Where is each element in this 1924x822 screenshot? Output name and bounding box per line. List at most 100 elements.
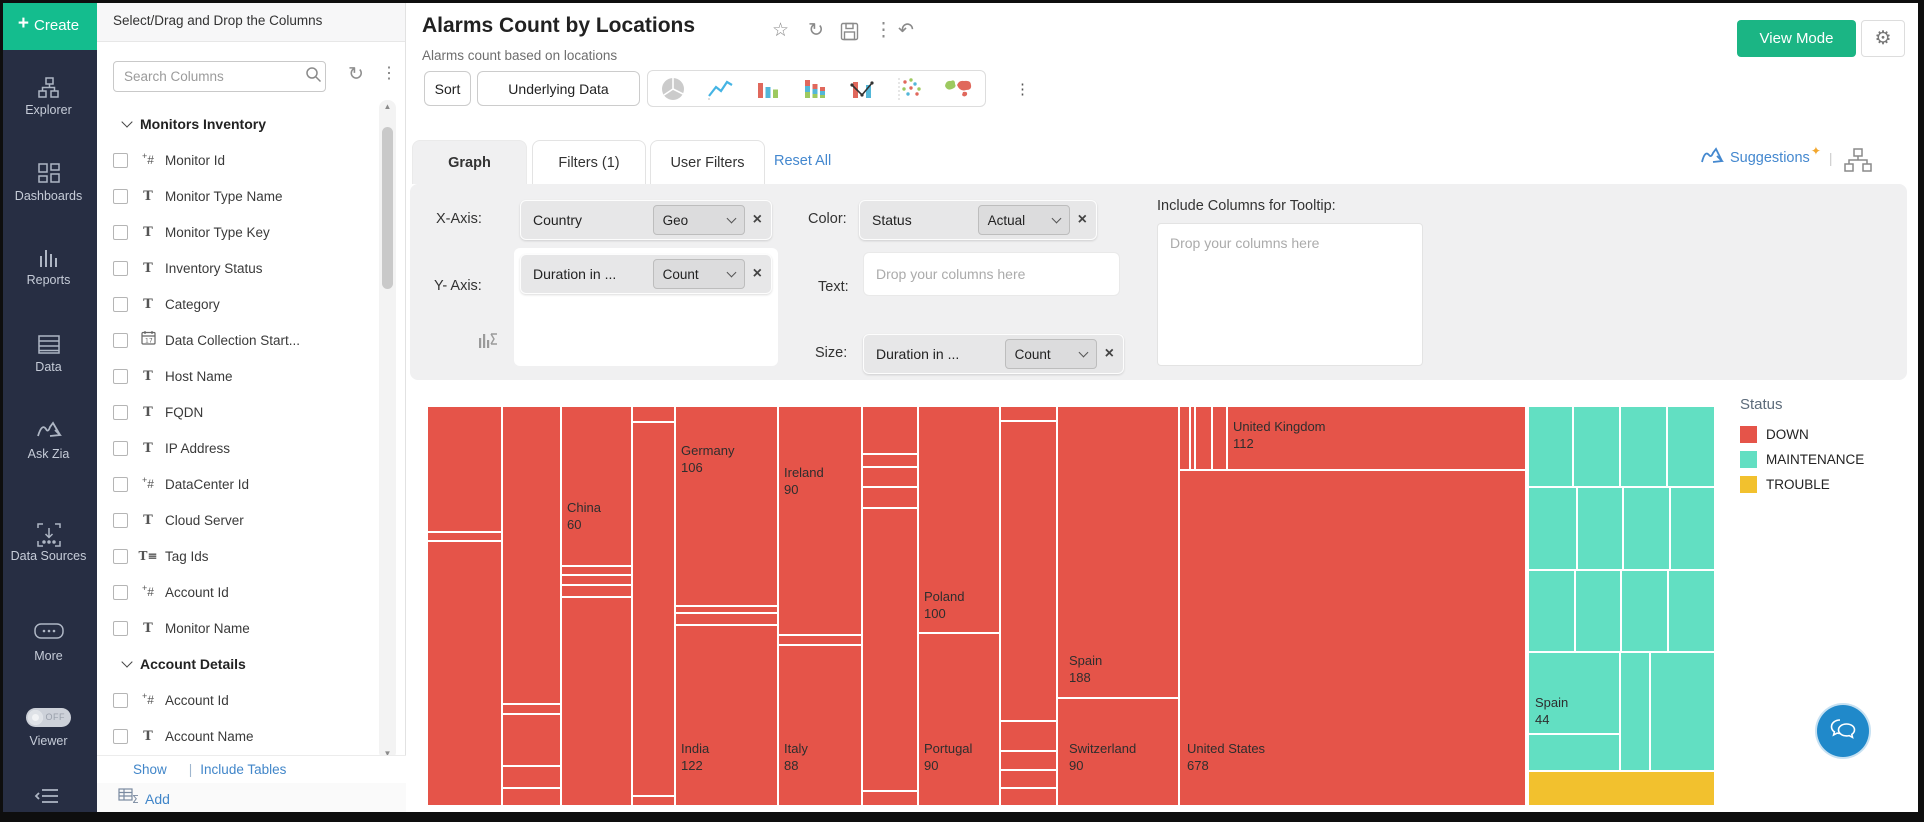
remove-size-icon[interactable]: ×	[1104, 345, 1114, 362]
treemap-cell[interactable]	[1573, 406, 1620, 487]
checkbox[interactable]	[113, 620, 128, 636]
treemap-cell[interactable]	[632, 406, 675, 422]
treemap-cell[interactable]	[778, 406, 862, 635]
treemap-cell[interactable]	[1000, 751, 1057, 770]
y-axis-dropzone[interactable]: Duration in ... Count ×	[514, 248, 778, 366]
column-item[interactable]: T Category	[97, 286, 377, 322]
column-group-account-details[interactable]: Account Details	[97, 646, 377, 682]
treemap-cell[interactable]	[1667, 406, 1715, 487]
treemap-cell[interactable]	[862, 406, 918, 454]
checkbox[interactable]	[113, 260, 128, 276]
treemap-cell[interactable]	[561, 575, 632, 585]
treemap-cell[interactable]	[862, 791, 918, 806]
treemap-cell[interactable]	[1000, 788, 1057, 806]
treemap-cell[interactable]	[1212, 406, 1227, 470]
treemap-cell[interactable]	[1620, 652, 1650, 771]
checkbox[interactable]	[113, 188, 128, 204]
remove-x-axis-icon[interactable]: ×	[752, 211, 762, 228]
sidebar-item-reports[interactable]: Reports	[0, 246, 97, 288]
column-item[interactable]: T IP Address	[97, 430, 377, 466]
viewer-toggle[interactable]: OFF	[26, 708, 71, 727]
treemap-cell[interactable]	[1668, 570, 1715, 652]
treemap-cell[interactable]	[1623, 487, 1670, 570]
treemap-cell[interactable]	[427, 406, 502, 532]
favorite-star-icon[interactable]: ☆	[772, 20, 790, 41]
treemap-cell[interactable]	[1528, 570, 1575, 652]
treemap-cell[interactable]	[632, 422, 675, 796]
treemap-cell[interactable]	[675, 606, 778, 613]
collapse-sidebar-icon[interactable]	[34, 786, 60, 811]
sidebar-item-more[interactable]: More	[0, 622, 97, 664]
settings-button[interactable]: ⚙	[1861, 20, 1905, 57]
sort-button[interactable]: Sort	[424, 71, 471, 106]
treemap-cell[interactable]	[918, 406, 1000, 633]
tab-graph[interactable]: Graph	[412, 140, 527, 184]
map-chart-icon[interactable]	[943, 76, 973, 102]
treemap-cell[interactable]	[561, 585, 632, 597]
line-chart-icon[interactable]	[707, 76, 734, 102]
y-axis-function-dropdown[interactable]: Count	[652, 259, 745, 289]
tooltip-dropzone[interactable]: Drop your columns here	[1157, 223, 1423, 366]
column-item[interactable]: T Account Name	[97, 718, 377, 754]
checkbox[interactable]	[113, 476, 128, 492]
column-item[interactable]: T Monitor Type Name	[97, 178, 377, 214]
zia-suggestions[interactable]: Suggestions ✦ |	[1700, 144, 1873, 178]
column-item[interactable]: T Monitor Type Key	[97, 214, 377, 250]
treemap-cell[interactable]	[502, 766, 561, 788]
combo-chart-icon[interactable]	[849, 76, 875, 102]
y-axis-pill[interactable]: Duration in ... Count ×	[520, 254, 772, 294]
columns-menu-icon[interactable]: ⋮	[381, 65, 397, 82]
checkbox[interactable]	[113, 332, 128, 348]
treemap-cell[interactable]	[1000, 421, 1057, 721]
more-charts-icon[interactable]: ⋮	[1015, 80, 1030, 98]
treemap-cell[interactable]	[862, 487, 918, 508]
treemap-cell[interactable]	[778, 645, 862, 806]
scatter-chart-icon[interactable]	[896, 76, 922, 102]
text-dropzone[interactable]: Drop your columns here	[863, 252, 1120, 296]
treemap-cell[interactable]	[427, 541, 502, 806]
checkbox[interactable]	[113, 692, 128, 708]
size-function-dropdown[interactable]: Count	[1004, 339, 1097, 369]
treemap-cell[interactable]	[1528, 734, 1620, 771]
treemap-cell[interactable]	[778, 635, 862, 645]
refresh-columns-icon[interactable]: ↻	[348, 64, 364, 85]
treemap-cell[interactable]	[1575, 570, 1621, 652]
sidebar-item-ask-zia[interactable]: Ask Zia	[0, 420, 97, 462]
sidebar-item-data[interactable]: Data	[0, 333, 97, 375]
column-group-monitors-inventory[interactable]: Monitors Inventory	[97, 106, 377, 142]
tab-filters[interactable]: Filters (1)	[532, 140, 646, 184]
treemap-cell[interactable]	[1528, 652, 1620, 734]
checkbox[interactable]	[113, 548, 128, 564]
checkbox[interactable]	[113, 440, 128, 456]
column-item[interactable]: T Cloud Server	[97, 502, 377, 538]
column-item[interactable]: +# Monitor Id	[97, 142, 377, 178]
pie-chart-icon[interactable]	[660, 76, 686, 102]
checkbox[interactable]	[113, 512, 128, 528]
stacked-bar-icon[interactable]	[802, 76, 828, 102]
treemap-cell[interactable]	[502, 788, 561, 806]
checkbox[interactable]	[113, 224, 128, 240]
treemap-cell[interactable]	[1620, 406, 1667, 487]
treemap-cell[interactable]	[862, 508, 918, 791]
column-item[interactable]: T FQDN	[97, 394, 377, 430]
scrollbar-thumb[interactable]	[382, 127, 393, 289]
sidebar-item-data-sources[interactable]: Data Sources	[0, 522, 97, 564]
refresh-report-icon[interactable]: ↻	[808, 20, 824, 41]
include-tables-link[interactable]: Include Tables	[200, 762, 287, 777]
view-mode-button[interactable]: View Mode	[1737, 20, 1856, 57]
checkbox[interactable]	[113, 296, 128, 312]
hierarchy-view-icon[interactable]	[1843, 147, 1873, 178]
treemap-cell[interactable]	[1057, 406, 1179, 698]
legend-item-maintenance[interactable]: MAINTENANCE	[1740, 451, 1864, 468]
treemap-cell[interactable]	[502, 704, 561, 714]
checkbox[interactable]	[113, 728, 128, 744]
column-item[interactable]: 17 Data Collection Start...	[97, 322, 377, 358]
undo-icon[interactable]: ↶	[898, 20, 914, 41]
treemap-cell[interactable]	[1179, 470, 1526, 806]
treemap-cell[interactable]	[502, 714, 561, 766]
columns-scrollbar[interactable]: ▲ ▼	[379, 100, 396, 760]
treemap-cell[interactable]	[675, 625, 778, 806]
sidebar-item-dashboards[interactable]: Dashboards	[0, 162, 97, 204]
treemap-cell[interactable]	[1000, 721, 1057, 751]
column-item[interactable]: +# Account Id	[97, 574, 377, 610]
